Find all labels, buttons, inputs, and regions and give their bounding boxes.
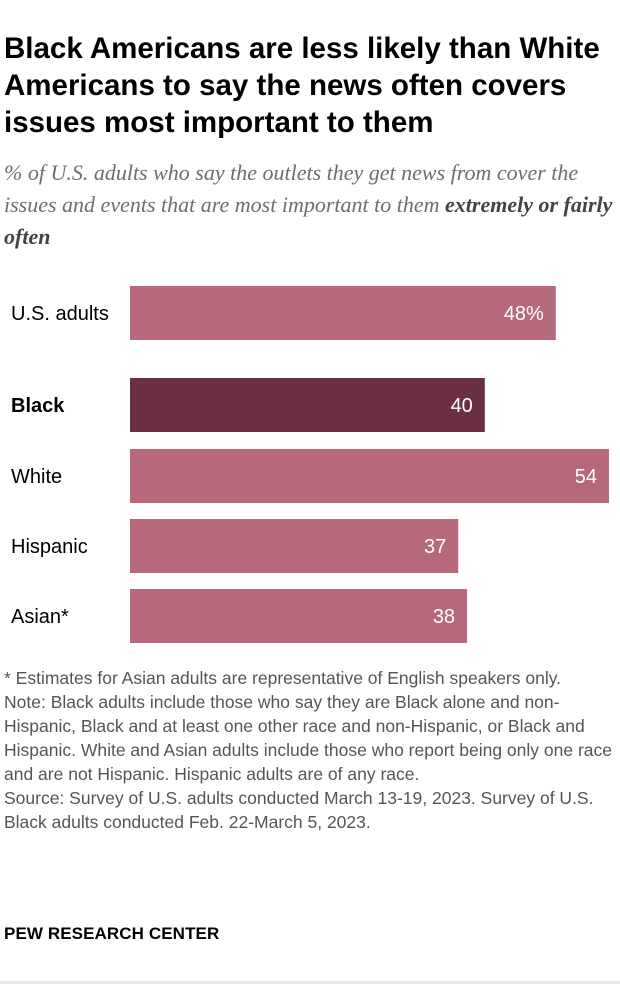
chart-notes: * Estimates for Asian adults are represe… xyxy=(4,666,616,834)
value-label-white: 54 xyxy=(575,466,597,488)
asterisk-note: * Estimates for Asian adults are represe… xyxy=(4,668,562,688)
value-label-hispanic: 37 xyxy=(424,536,446,558)
bar-u-s-adults xyxy=(130,286,556,340)
subtitle-emphasis: extremely or fairly often xyxy=(4,192,613,249)
value-label-u-s-adults: 48% xyxy=(504,303,544,325)
chart-subtitle: % of U.S. adults who say the outlets the… xyxy=(4,157,616,253)
value-label-asian: 38 xyxy=(433,606,455,628)
value-label-black: 40 xyxy=(451,395,473,417)
chart-title: Black Americans are less likely than Whi… xyxy=(4,32,600,139)
bar-hispanic xyxy=(130,519,459,573)
category-label-u-s-adults: U.S. adults xyxy=(11,303,109,325)
bar-chart: U.S. adults 48% Black 40 White 54 Hispanic 37 As… xyxy=(11,286,609,643)
methodology-note: Note: Black adults include those who say… xyxy=(4,692,613,784)
bar-black xyxy=(130,378,485,432)
category-label-black: Black xyxy=(11,395,65,417)
bar-asian xyxy=(130,589,468,643)
bottom-rule xyxy=(0,981,620,984)
category-label-hispanic: Hispanic xyxy=(11,536,88,558)
source-note: Source: Survey of U.S. adults conducted … xyxy=(4,788,594,832)
brand-label: PEW RESEARCH CENTER xyxy=(4,924,220,943)
category-label-white: White xyxy=(11,466,62,488)
category-label-asian: Asian* xyxy=(11,606,69,628)
bar-white xyxy=(130,449,609,503)
subtitle-text: % of U.S. adults who say the outlets the… xyxy=(4,160,579,217)
